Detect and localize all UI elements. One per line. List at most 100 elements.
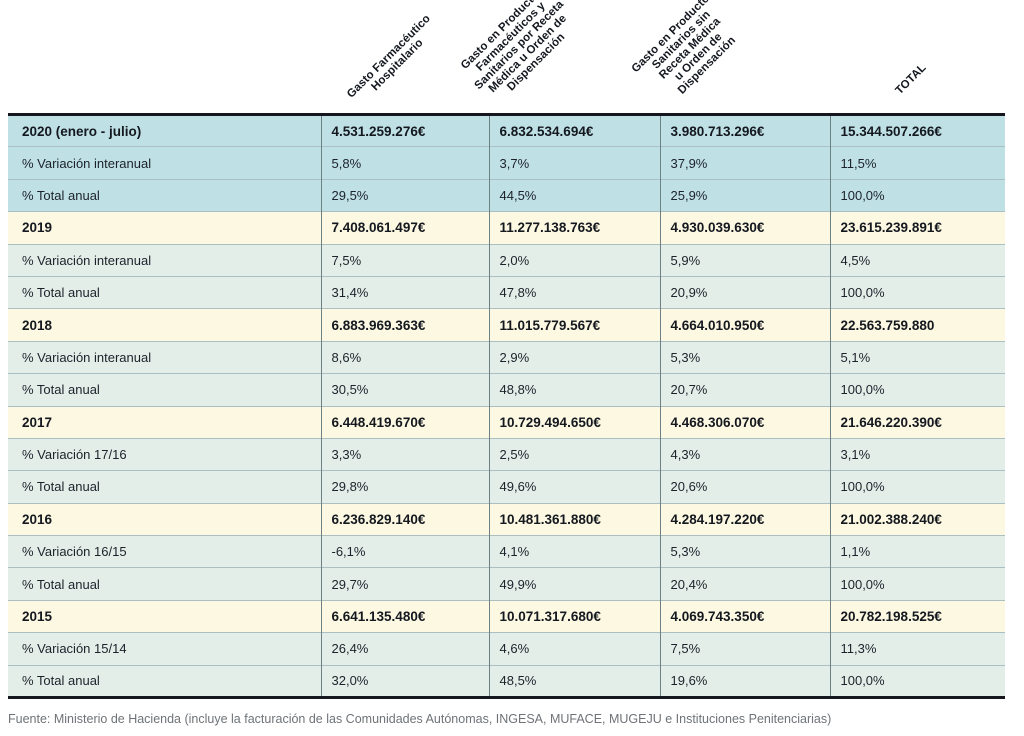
pct-cell: 1,1% xyxy=(829,535,1005,568)
pct-cell: 2,5% xyxy=(488,437,660,471)
pct-cell: 26,4% xyxy=(320,632,489,666)
pct-cell: 20,7% xyxy=(659,373,830,407)
year-label: 2018 xyxy=(8,308,321,342)
total-label: % Total anual xyxy=(8,567,321,601)
variation-label: % Variación 16/15 xyxy=(8,535,321,568)
year-row: 2017 6.448.419.670€ 10.729.494.650€ 4.46… xyxy=(8,405,1005,439)
pct-cell: 2,9% xyxy=(488,340,660,374)
pct-cell: 7,5% xyxy=(320,243,489,277)
pct-cell: 29,7% xyxy=(320,567,489,601)
pct-cell: 4,1% xyxy=(488,535,660,568)
amount-cell: 22.563.759.880 xyxy=(829,308,1005,342)
pct-cell: 3,3% xyxy=(320,437,489,471)
total-row: % Total anual 29,7% 49,9% 20,4% 100,0% xyxy=(8,567,1005,601)
pct-cell: 4,6% xyxy=(488,632,660,666)
year-label: 2017 xyxy=(8,405,321,439)
pct-cell: 31,4% xyxy=(320,275,489,309)
source-note: Fuente: Ministerio de Hacienda (incluye … xyxy=(8,712,832,727)
amount-cell: 11.015.779.567€ xyxy=(488,308,660,342)
pct-cell: 8,6% xyxy=(320,340,489,374)
pct-cell: 29,8% xyxy=(320,470,489,504)
pct-cell: 25,9% xyxy=(659,178,830,212)
amount-cell: 4.284.197.220€ xyxy=(659,502,830,536)
year-row: 2018 6.883.969.363€ 11.015.779.567€ 4.66… xyxy=(8,308,1005,342)
column-header-gasto-hospitalario: Gasto Farmacéutico Hospitalario xyxy=(345,12,433,101)
amount-cell: 4.930.039.630€ xyxy=(659,211,830,245)
amount-cell: 6.448.419.670€ xyxy=(320,405,489,439)
pct-cell: 48,5% xyxy=(488,664,660,698)
year-row: 2019 7.408.061.497€ 11.277.138.763€ 4.93… xyxy=(8,211,1005,245)
total-label: % Total anual xyxy=(8,178,321,212)
pct-cell: 100,0% xyxy=(829,373,1005,407)
pct-cell: 4,3% xyxy=(659,437,830,471)
pct-cell: 100,0% xyxy=(829,567,1005,601)
amount-cell: 10.071.317.680€ xyxy=(488,599,660,633)
pct-cell: 47,8% xyxy=(488,275,660,309)
pct-cell: 49,9% xyxy=(488,567,660,601)
amount-cell: 7.408.061.497€ xyxy=(320,211,489,245)
pct-cell: 3,1% xyxy=(829,437,1005,471)
pct-cell: 37,9% xyxy=(659,146,830,180)
amount-cell: 23.615.239.891€ xyxy=(829,211,1005,245)
table-header: Gasto Farmacéutico Hospitalario Gasto en… xyxy=(0,0,1024,113)
variation-label: % Variación interanual xyxy=(8,146,321,180)
pct-cell: 19,6% xyxy=(659,664,830,698)
amount-cell: 10.729.494.650€ xyxy=(488,405,660,439)
pct-cell: 100,0% xyxy=(829,470,1005,504)
variation-row: % Variación 15/14 26,4% 4,6% 7,5% 11,3% xyxy=(8,632,1005,666)
variation-label: % Variación 15/14 xyxy=(8,632,321,666)
amount-cell: 4.069.743.350€ xyxy=(659,599,830,633)
amount-cell: 4.468.306.070€ xyxy=(659,405,830,439)
amount-cell: 11.277.138.763€ xyxy=(488,211,660,245)
total-label: % Total anual xyxy=(8,373,321,407)
variation-row: % Variación interanual 5,8% 3,7% 37,9% 1… xyxy=(8,146,1005,180)
variation-row: % Variación interanual 8,6% 2,9% 5,3% 5,… xyxy=(8,340,1005,374)
column-header-gasto-receta: Gasto en Productos Farmacéuticos y Sanit… xyxy=(458,0,570,95)
pct-cell: 3,7% xyxy=(488,146,660,180)
pct-cell: 20,6% xyxy=(659,470,830,504)
amount-cell: 3.980.713.296€ xyxy=(659,114,830,147)
pct-cell: 2,0% xyxy=(488,243,660,277)
amount-cell: 4.531.259.276€ xyxy=(320,114,489,147)
pct-cell: 44,5% xyxy=(488,178,660,212)
variation-label: % Variación 17/16 xyxy=(8,437,321,471)
pct-cell: 29,5% xyxy=(320,178,489,212)
pct-cell: 5,3% xyxy=(659,340,830,374)
year-label: 2015 xyxy=(8,599,321,633)
year-row: 2020 (enero - julio) 4.531.259.276€ 6.83… xyxy=(8,114,1005,147)
amount-cell: 15.344.507.266€ xyxy=(829,114,1005,147)
total-row: % Total anual 32,0% 48,5% 19,6% 100,0% xyxy=(8,664,1005,698)
total-row: % Total anual 29,5% 44,5% 25,9% 100,0% xyxy=(8,178,1005,212)
pct-cell: 49,6% xyxy=(488,470,660,504)
year-label: 2020 (enero - julio) xyxy=(8,114,321,147)
year-row: 2016 6.236.829.140€ 10.481.361.880€ 4.28… xyxy=(8,502,1005,536)
pct-cell: 5,3% xyxy=(659,535,830,568)
pct-cell: 48,8% xyxy=(488,373,660,407)
pct-cell: 20,4% xyxy=(659,567,830,601)
year-label: 2016 xyxy=(8,502,321,536)
amount-cell: 6.641.135.480€ xyxy=(320,599,489,633)
spending-table: 2020 (enero - julio) 4.531.259.276€ 6.83… xyxy=(8,113,1005,700)
total-label: % Total anual xyxy=(8,275,321,309)
variation-row: % Variación 16/15 -6,1% 4,1% 5,3% 1,1% xyxy=(8,535,1005,568)
pct-cell: 5,9% xyxy=(659,243,830,277)
column-header-total: TOTAL xyxy=(893,61,929,97)
amount-cell: 10.481.361.880€ xyxy=(488,502,660,536)
pct-cell: 7,5% xyxy=(659,632,830,666)
pct-cell: 11,3% xyxy=(829,632,1005,666)
variation-label: % Variación interanual xyxy=(8,243,321,277)
amount-cell: 21.646.220.390€ xyxy=(829,405,1005,439)
total-row: % Total anual 30,5% 48,8% 20,7% 100,0% xyxy=(8,373,1005,407)
total-row: % Total anual 31,4% 47,8% 20,9% 100,0% xyxy=(8,275,1005,309)
variation-row: % Variación interanual 7,5% 2,0% 5,9% 4,… xyxy=(8,243,1005,277)
column-header-gasto-sin-receta: Gasto en Productos Sanitarios sin Receta… xyxy=(629,0,739,97)
total-row: % Total anual 29,8% 49,6% 20,6% 100,0% xyxy=(8,470,1005,504)
pct-cell: 100,0% xyxy=(829,664,1005,698)
year-row: 2015 6.641.135.480€ 10.071.317.680€ 4.06… xyxy=(8,599,1005,633)
amount-cell: 4.664.010.950€ xyxy=(659,308,830,342)
variation-row: % Variación 17/16 3,3% 2,5% 4,3% 3,1% xyxy=(8,437,1005,471)
amount-cell: 20.782.198.525€ xyxy=(829,599,1005,633)
amount-cell: 21.002.388.240€ xyxy=(829,502,1005,536)
pct-cell: 100,0% xyxy=(829,178,1005,212)
